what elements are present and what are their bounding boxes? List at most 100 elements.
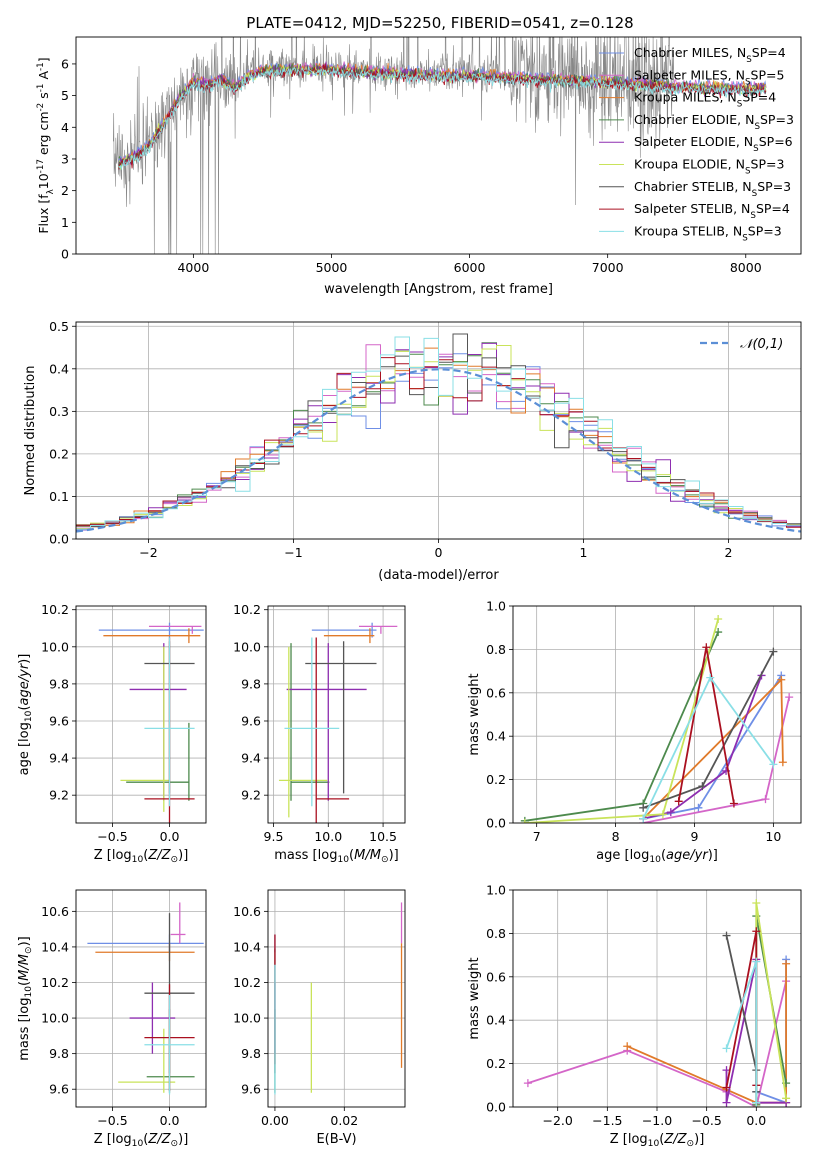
z-age-ytick-label: 10.2 [41,602,69,617]
spectrum-ytick-label: 1 [61,215,69,230]
legend-label-4: Salpeter ELODIE, NSSP=6 [634,134,793,154]
z-mass-xtick-label: 0.0 [160,1113,180,1128]
z-weight-xtick-label: −0.5 [691,1113,721,1128]
ebv-mass-ytick-label: 10.6 [233,904,261,919]
z-weight-plot-area [523,899,791,1107]
series-salpeter-miles-marker [785,693,794,702]
spectrum-ytick-label: 6 [61,56,69,71]
residuals-plot-area [76,333,801,533]
z-mass-ytick-label: 10.2 [41,975,69,990]
z-mass-ytick-label: 9.8 [49,1046,69,1061]
series-chabrier-miles [755,959,787,1104]
spectrum-ytick-label: 3 [61,151,69,166]
model-line-kroupa-stelib [118,66,767,171]
residuals-xtick-label: −2 [139,545,157,560]
mass-age-xtick-label: 9.5 [264,829,284,844]
mass-age-frame [267,605,406,824]
series-chabrier-elodie [755,915,787,1105]
series-kroupa-stelib-marker [752,1098,761,1107]
z-mass-ytick-label: 9.6 [49,1082,69,1097]
z-age-ytick-label: 9.6 [49,713,69,728]
z-mass-xlabel: Z [log10(Z/Z⊙)] [94,1132,189,1149]
series-kroupa-elodie-marker [520,819,529,823]
z-mass-ytick-label: 10.6 [41,904,69,919]
series-salpeter-stelib-marker [752,927,761,936]
series-kroupa-elodie-marker [752,899,761,908]
mass-age-xtick-label: 10.0 [314,829,342,844]
mass-age-ytick-label: 9.6 [241,713,261,728]
ebv-mass-ytick-label: 9.6 [241,1082,261,1097]
series-salpeter-elodie [642,675,763,820]
spectrum-ytick-label: 2 [61,183,69,198]
series-chabrier-stelib-marker [769,647,778,656]
mass-age-xlabel: mass [log10(M/M⊙)] [274,848,398,865]
z-weight-axes: −2.0 −1.5 −1.0 −0.5 0.0 0.0 0.2 0.4 0.6 0.8 1.0 [486,883,801,1128]
age-weight-xtick-label: 8 [612,829,620,844]
residuals-ytick-label: 0.3 [49,404,69,419]
z-age-ytick-label: 9.2 [49,788,69,803]
mass-age-ytick-label: 9.4 [241,751,261,766]
residuals-xtick-label: 2 [725,545,733,560]
age-weight-xtick-label: 7 [533,829,541,844]
residuals-frame [75,321,802,540]
series-kroupa-stelib-marker [706,673,715,682]
spectrum-ytick-label: 4 [61,120,69,135]
legend-label-1: Salpeter MILES, NSSP=5 [634,67,784,87]
hist-kroupa-stelib [76,336,801,530]
ebv-mass-ytick-label: 10.0 [233,1011,261,1026]
ebv-mass-xtick-label: 0.02 [330,1113,358,1128]
legend-gaussian-label: 𝒩(0,1) [740,337,783,352]
residuals-ylabel: Normed distribution [23,366,38,496]
age-weight-ytick-label: 0.4 [486,729,506,744]
series-kroupa-elodie-marker [714,615,723,624]
series-kroupa-stelib-marker [722,1044,731,1053]
legend-label-6: Chabrier STELIB, NSSP=3 [634,179,791,199]
z-mass-plot-area [87,902,204,1095]
series-chabrier-elodie [524,631,720,822]
residuals-ytick-label: 0.2 [49,446,69,461]
series-kroupa-miles-marker [777,675,786,684]
spectrum-ylabel: Flux [fλ10-17 erg cm-2 s-1 A-1] [36,57,56,233]
legend-label-2: Kroupa MILES, NSSP=4 [634,90,776,110]
z-mass-ytick-label: 10.4 [41,939,69,954]
model-line-salpeter-stelib [118,63,767,170]
ebv-mass-xtick-label: 0.00 [261,1113,289,1128]
series-salpeter-stelib-marker [702,643,711,652]
mass-age-ytick-label: 10.2 [233,602,261,617]
spectrum-xtick-label: 5000 [316,260,348,275]
series-chabrier-elodie-marker [714,628,723,637]
series-salpeter-elodie-marker [666,808,675,817]
series-chabrier-stelib-marker [639,803,648,812]
mass-age-ytick-label: 9.2 [241,788,261,803]
z-mass-axes: −0.5 0.0 9.6 9.8 10.0 10.2 10.4 10.6 [41,890,206,1128]
z-weight-frame [512,889,802,1108]
ebv-mass-axes: 0.00 0.02 9.6 9.8 10.0 10.2 10.4 10.6 [233,890,405,1128]
residuals-xtick-label: −1 [284,545,302,560]
series-kroupa-stelib [642,675,775,820]
age-weight-ytick-label: 0.2 [486,772,506,787]
series-kroupa-stelib-marker [769,760,778,769]
z-weight-xlabel: Z [log10(Z/Z⊙)] [610,1132,705,1149]
z-age-frame [75,605,207,824]
z-weight-ytick-label: 0.8 [486,926,506,941]
data-spectrum-line [113,37,675,254]
z-age-xtick-label: −0.5 [97,829,127,844]
spectrum-xtick-label: 8000 [730,260,762,275]
residuals-axes: −2 −1 0 1 2 0.0 0.1 0.2 0.3 0.4 0.5 [49,319,801,560]
residuals-ytick-label: 0.4 [49,361,69,376]
series-kroupa-stelib-marker [752,957,761,966]
z-weight-xtick-label: −1.0 [642,1113,672,1128]
age-weight-axes: 7 8 9 10 0.0 0.2 0.4 0.6 0.8 1.0 [486,599,801,844]
z-age-ytick-label: 9.4 [49,751,69,766]
spectrum-axes: 4000 5000 6000 7000 8000 0 1 2 3 4 5 6 [61,56,762,275]
age-weight-frame [512,605,802,824]
z-weight-ylabel: mass weight [467,957,482,1039]
z-weight-xtick-label: −2.0 [543,1113,573,1128]
legend-label-7: Salpeter STELIB, NSSP=4 [634,201,790,221]
residuals-xtick-label: 0 [435,545,443,560]
age-weight-plot-area [520,615,794,823]
ebv-mass-ytick-label: 9.8 [241,1046,261,1061]
series-salpeter-miles-marker [761,795,770,804]
spectrum-xtick-label: 4000 [177,260,209,275]
